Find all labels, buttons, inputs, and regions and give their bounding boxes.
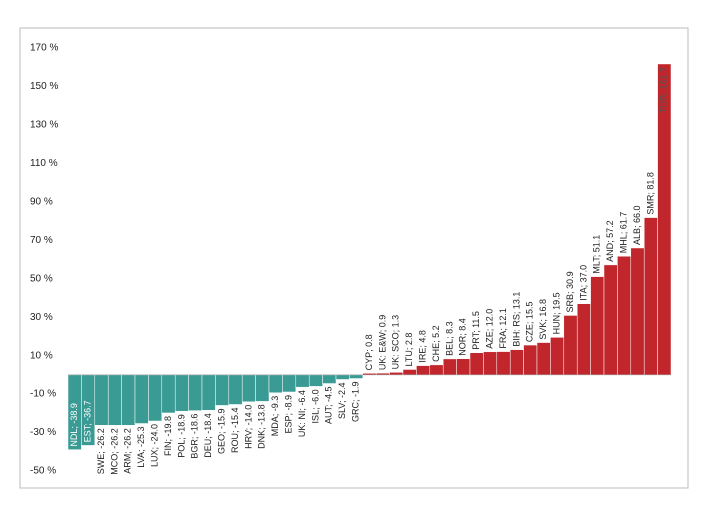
data-label: GRC; -1.9	[350, 382, 360, 423]
bar	[282, 374, 297, 393]
data-label: PRT; 11.5	[471, 311, 481, 350]
bar	[563, 315, 578, 376]
y-tick-label: 150 %	[30, 81, 58, 92]
bar	[523, 344, 538, 376]
bar	[322, 374, 337, 384]
y-tick-label: 110 %	[30, 158, 58, 169]
data-label: IRE; 4.8	[417, 330, 427, 363]
bar	[469, 352, 484, 376]
data-label: LUX; -24.0	[149, 424, 159, 467]
bar	[148, 374, 163, 422]
data-label: ISL; -6.0	[310, 389, 320, 423]
data-label: SMR; 81.8	[645, 172, 655, 215]
frame	[19, 27, 689, 489]
y-tick-label: 130 %	[30, 120, 58, 131]
data-label: CHE; 5.2	[431, 325, 441, 362]
data-label: UK: NI; -6.4	[297, 390, 307, 437]
y-tick-label: 30 %	[30, 312, 53, 323]
data-label: LTU; 2.8	[404, 333, 414, 367]
bar	[295, 374, 310, 388]
data-label: CZE; 15.5	[525, 302, 535, 343]
data-label: BEL; 8.3	[444, 321, 454, 356]
y-tick-label: 170 %	[30, 43, 58, 54]
bar	[188, 374, 203, 411]
bar	[255, 374, 270, 402]
y-tick-label: 70 %	[30, 235, 53, 246]
data-label: MHL; 61.7	[618, 212, 628, 254]
bar	[402, 369, 417, 376]
bar	[590, 276, 605, 376]
data-label: TUR; 161.7	[659, 67, 669, 113]
bar	[94, 374, 109, 426]
data-label: SRB; 30.9	[565, 271, 575, 312]
data-label: EST; -36.7	[82, 400, 92, 442]
data-label: NOR; 8.4	[458, 318, 468, 356]
data-label: FRA; 12.1	[498, 308, 508, 349]
bar	[335, 374, 350, 380]
data-label: DEU; -18.4	[203, 413, 213, 458]
data-label: NDL; -38.9	[69, 403, 79, 447]
bar	[201, 374, 216, 411]
bar	[416, 365, 431, 376]
bar	[308, 374, 323, 387]
bar	[536, 342, 551, 376]
data-label: HUN; 19.5	[551, 292, 561, 334]
data-label: HRV; -14.0	[243, 405, 253, 449]
y-tick-label: -10 %	[30, 389, 56, 400]
bar	[550, 337, 565, 376]
y-tick-label: -30 %	[30, 427, 56, 438]
y-tick-label: -50 %	[30, 466, 56, 477]
bar	[134, 374, 149, 424]
data-label: FIN; -19.8	[163, 416, 173, 456]
data-label: ROU; -15.4	[230, 407, 240, 453]
data-label: CYP; 0.8	[364, 334, 374, 370]
bar	[389, 372, 404, 376]
bar	[576, 303, 591, 376]
bar	[161, 374, 176, 414]
data-label: BGR; -18.6	[190, 414, 200, 459]
data-label: SLV; -2.4	[337, 382, 347, 419]
data-label: UK: E&W; 0.9	[377, 315, 387, 370]
bar	[643, 217, 658, 376]
data-label: ITA; 37.0	[578, 265, 588, 301]
data-label: BIH: RS; 13.1	[511, 292, 521, 347]
bar	[617, 255, 632, 376]
data-label: LVA; -25.3	[136, 427, 146, 468]
bar	[496, 351, 511, 376]
bar	[215, 374, 230, 406]
bar	[456, 358, 471, 376]
data-label: AUT; -4.5	[324, 387, 334, 425]
bar	[349, 374, 364, 379]
bar	[429, 364, 444, 376]
bar	[107, 374, 122, 426]
data-label: ALB; 66.0	[632, 205, 642, 245]
bar	[174, 374, 189, 412]
bar	[121, 374, 136, 426]
data-label: ARM; -26.2	[123, 428, 133, 474]
bar	[509, 349, 524, 376]
bar	[483, 351, 498, 376]
y-tick-label: 90 %	[30, 196, 53, 207]
data-label: MLT; 51.1	[592, 235, 602, 274]
bar	[241, 374, 256, 403]
y-tick-label: 10 %	[30, 350, 53, 361]
data-label: UK: SCO; 1.3	[391, 315, 401, 370]
bar	[603, 264, 618, 376]
bar	[268, 374, 283, 393]
data-label: AND; 57.2	[605, 220, 615, 262]
data-label: MCO; -26.2	[109, 428, 119, 475]
bar	[630, 247, 645, 376]
data-label: SWE; -26.2	[96, 428, 106, 474]
data-label: DNK; -13.8	[257, 404, 267, 449]
bar	[442, 358, 457, 376]
data-label: ESP; -8.9	[283, 395, 293, 434]
data-label: GEO; -15.9	[216, 408, 226, 454]
y-tick-label: 50 %	[30, 273, 53, 284]
data-label: POL; -18.9	[176, 414, 186, 458]
data-label: AZE; 12.0	[484, 309, 494, 349]
bar	[228, 374, 243, 405]
data-label: SVK; 16.8	[538, 299, 548, 340]
data-label: MDA; -9.3	[270, 396, 280, 437]
